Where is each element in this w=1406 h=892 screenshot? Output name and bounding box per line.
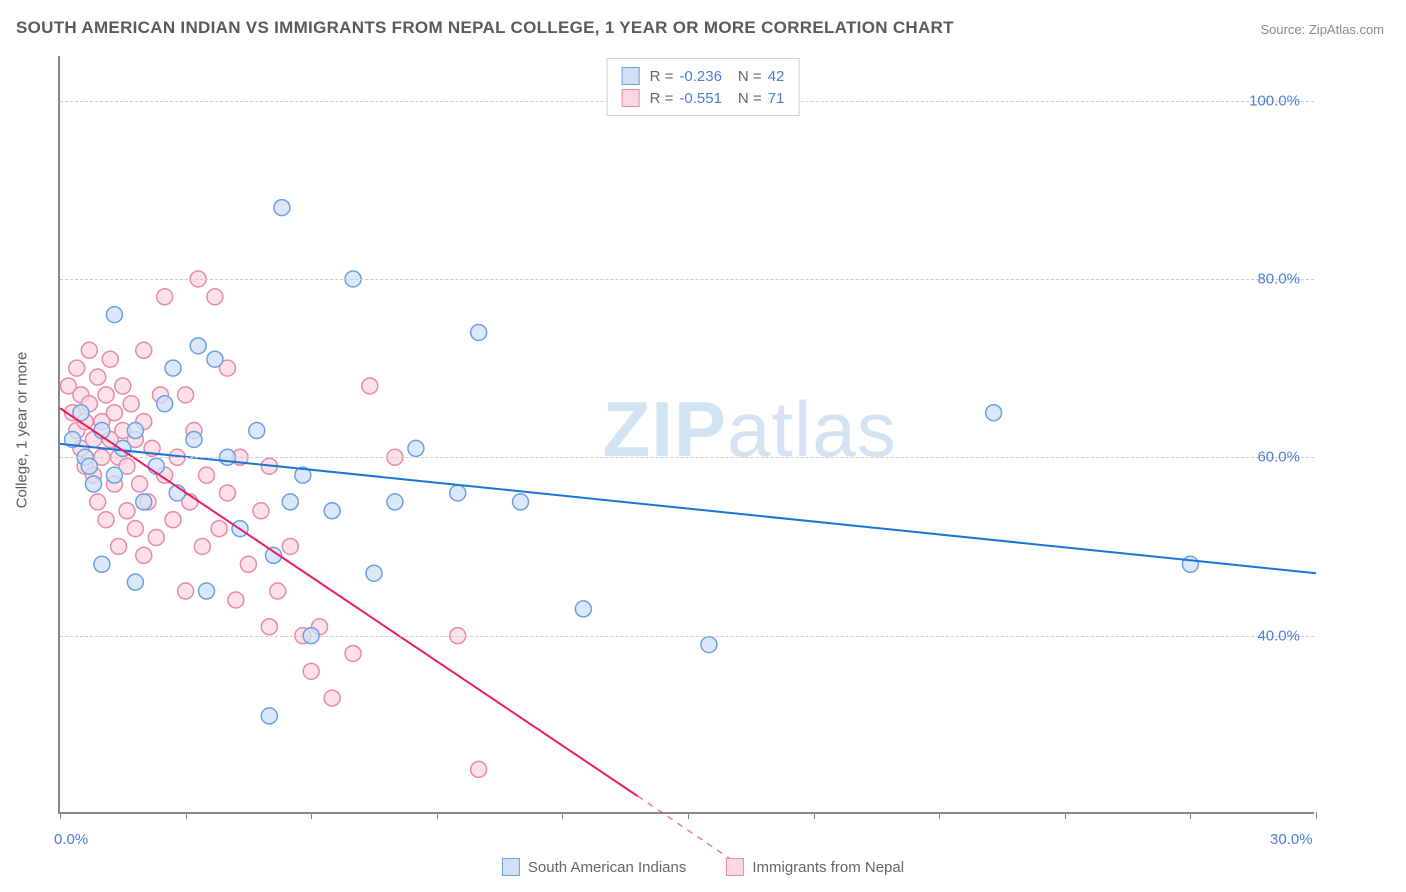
x-tick-label: 0.0% <box>54 831 88 848</box>
source-label: Source: ZipAtlas.com <box>1260 22 1384 37</box>
gridline-h <box>60 636 1314 637</box>
x-tick <box>688 812 689 819</box>
y-tick-label: 100.0% <box>1249 92 1300 109</box>
x-tick <box>814 812 815 819</box>
bottom-legend-item-1: Immigrants from Nepal <box>726 858 904 876</box>
gridline-h <box>60 279 1314 280</box>
x-tick <box>60 812 61 819</box>
bottom-legend-item-0: South American Indians <box>502 858 686 876</box>
bottom-legend-swatch-0 <box>502 858 520 876</box>
legend-swatch-1 <box>622 89 640 107</box>
x-tick-label: 30.0% <box>1270 831 1313 848</box>
legend-swatch-0 <box>622 67 640 85</box>
y-tick-label: 80.0% <box>1257 270 1300 287</box>
correlation-legend: R =-0.236 N =42 R =-0.551 N =71 <box>607 58 800 116</box>
legend-row-1: R =-0.551 N =71 <box>622 87 785 109</box>
x-tick <box>939 812 940 819</box>
bottom-legend-swatch-1 <box>726 858 744 876</box>
bottom-legend: South American Indians Immigrants from N… <box>502 858 904 876</box>
x-tick <box>437 812 438 819</box>
x-tick <box>1316 812 1317 819</box>
gridline-h <box>60 457 1314 458</box>
y-tick-label: 60.0% <box>1257 449 1300 466</box>
legend-row-0: R =-0.236 N =42 <box>622 65 785 87</box>
x-tick <box>1065 812 1066 819</box>
x-tick <box>1190 812 1191 819</box>
y-axis-label: College, 1 year or more <box>14 352 31 509</box>
plot-area: ZIPatlas 40.0%60.0%80.0%100.0% <box>58 56 1314 814</box>
x-tick <box>311 812 312 819</box>
chart-title: SOUTH AMERICAN INDIAN VS IMMIGRANTS FROM… <box>16 18 954 38</box>
x-tick <box>562 812 563 819</box>
y-tick-label: 40.0% <box>1257 627 1300 644</box>
x-tick <box>186 812 187 819</box>
scatter-chart <box>60 56 1314 812</box>
